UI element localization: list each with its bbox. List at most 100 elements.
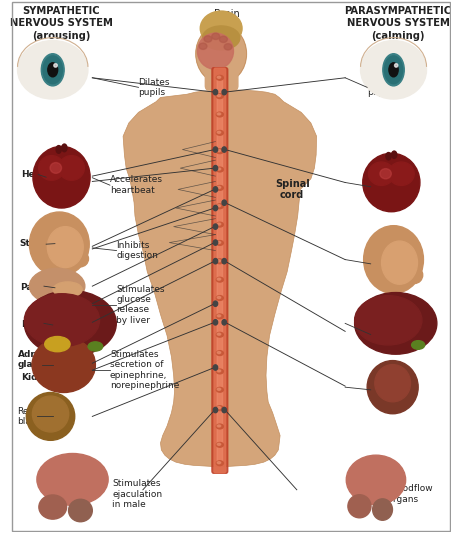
Ellipse shape	[217, 388, 221, 390]
Ellipse shape	[373, 499, 392, 520]
Circle shape	[213, 147, 218, 152]
Ellipse shape	[217, 76, 221, 78]
FancyBboxPatch shape	[212, 68, 228, 473]
PathPatch shape	[123, 90, 316, 466]
Ellipse shape	[216, 442, 223, 447]
Ellipse shape	[43, 56, 62, 84]
Ellipse shape	[217, 168, 221, 170]
Circle shape	[213, 365, 218, 370]
Ellipse shape	[39, 156, 64, 180]
Ellipse shape	[217, 187, 221, 189]
Text: Contracts
bladder: Contracts bladder	[371, 380, 414, 400]
Ellipse shape	[224, 44, 232, 50]
Ellipse shape	[45, 336, 70, 352]
Ellipse shape	[216, 94, 223, 99]
Ellipse shape	[389, 63, 398, 77]
Ellipse shape	[384, 56, 402, 84]
Ellipse shape	[217, 113, 221, 115]
Circle shape	[213, 90, 218, 95]
Circle shape	[213, 301, 218, 306]
Ellipse shape	[406, 266, 423, 284]
Ellipse shape	[346, 455, 406, 505]
Ellipse shape	[216, 204, 223, 208]
Text: Brain: Brain	[214, 9, 240, 19]
Ellipse shape	[392, 151, 397, 158]
Ellipse shape	[217, 131, 221, 133]
Ellipse shape	[216, 314, 223, 319]
FancyBboxPatch shape	[217, 79, 223, 462]
Ellipse shape	[200, 11, 242, 46]
Ellipse shape	[26, 392, 75, 440]
Ellipse shape	[216, 240, 223, 245]
Text: Pancreas: Pancreas	[20, 283, 66, 292]
Ellipse shape	[216, 112, 223, 117]
Ellipse shape	[217, 351, 221, 353]
Ellipse shape	[348, 495, 371, 518]
Ellipse shape	[389, 162, 414, 185]
Ellipse shape	[217, 370, 221, 372]
Ellipse shape	[212, 33, 219, 39]
Ellipse shape	[386, 152, 391, 160]
Ellipse shape	[216, 461, 223, 466]
Ellipse shape	[72, 251, 89, 267]
Ellipse shape	[88, 342, 103, 351]
Ellipse shape	[395, 63, 398, 67]
Ellipse shape	[369, 162, 394, 185]
Circle shape	[213, 205, 218, 211]
Circle shape	[222, 147, 226, 152]
Text: Contracts
pupils: Contracts pupils	[367, 78, 411, 97]
Ellipse shape	[54, 63, 57, 67]
Ellipse shape	[216, 406, 223, 410]
Circle shape	[213, 407, 218, 413]
Ellipse shape	[217, 333, 221, 335]
Ellipse shape	[41, 54, 64, 86]
FancyBboxPatch shape	[205, 56, 238, 90]
Circle shape	[222, 320, 226, 325]
Ellipse shape	[62, 144, 67, 152]
Ellipse shape	[363, 154, 420, 212]
Ellipse shape	[364, 225, 424, 294]
Ellipse shape	[216, 387, 223, 392]
Text: Slows
heartbeat: Slows heartbeat	[371, 177, 415, 197]
Ellipse shape	[217, 223, 221, 225]
Text: Dilates
pupils: Dilates pupils	[139, 78, 170, 97]
Ellipse shape	[39, 495, 67, 519]
Ellipse shape	[197, 33, 233, 69]
Ellipse shape	[37, 454, 108, 505]
Text: Liver: Liver	[21, 320, 46, 329]
Ellipse shape	[48, 63, 58, 77]
Ellipse shape	[216, 259, 223, 264]
Text: Allows bloodflow
to sex organs: Allows bloodflow to sex organs	[357, 484, 432, 504]
Circle shape	[222, 407, 226, 413]
Ellipse shape	[24, 290, 116, 357]
Ellipse shape	[412, 341, 425, 349]
Ellipse shape	[367, 361, 418, 414]
Ellipse shape	[217, 425, 221, 427]
Text: Stimulates
glucose
release
by liver: Stimulates glucose release by liver	[116, 285, 165, 325]
Ellipse shape	[217, 205, 221, 207]
Ellipse shape	[217, 241, 221, 244]
Ellipse shape	[48, 227, 83, 268]
Text: Spinal
cord: Spinal cord	[275, 179, 310, 200]
Ellipse shape	[216, 296, 223, 301]
Ellipse shape	[217, 462, 221, 464]
Ellipse shape	[56, 146, 61, 154]
Ellipse shape	[216, 424, 223, 429]
FancyBboxPatch shape	[214, 68, 225, 473]
Circle shape	[222, 200, 226, 205]
Ellipse shape	[383, 54, 404, 86]
Ellipse shape	[50, 163, 61, 173]
Ellipse shape	[216, 149, 223, 154]
Circle shape	[213, 320, 218, 325]
Ellipse shape	[380, 168, 391, 179]
Ellipse shape	[217, 260, 221, 262]
Ellipse shape	[32, 396, 69, 432]
Text: PARASYMPATHETIC
NERVOUS SYSTEM
(calming): PARASYMPATHETIC NERVOUS SYSTEM (calming)	[344, 6, 451, 41]
Ellipse shape	[24, 294, 100, 346]
Ellipse shape	[355, 296, 422, 345]
Circle shape	[213, 165, 218, 171]
Text: Stomach: Stomach	[20, 239, 64, 248]
Ellipse shape	[375, 365, 411, 402]
Ellipse shape	[216, 167, 223, 172]
Ellipse shape	[216, 75, 223, 80]
